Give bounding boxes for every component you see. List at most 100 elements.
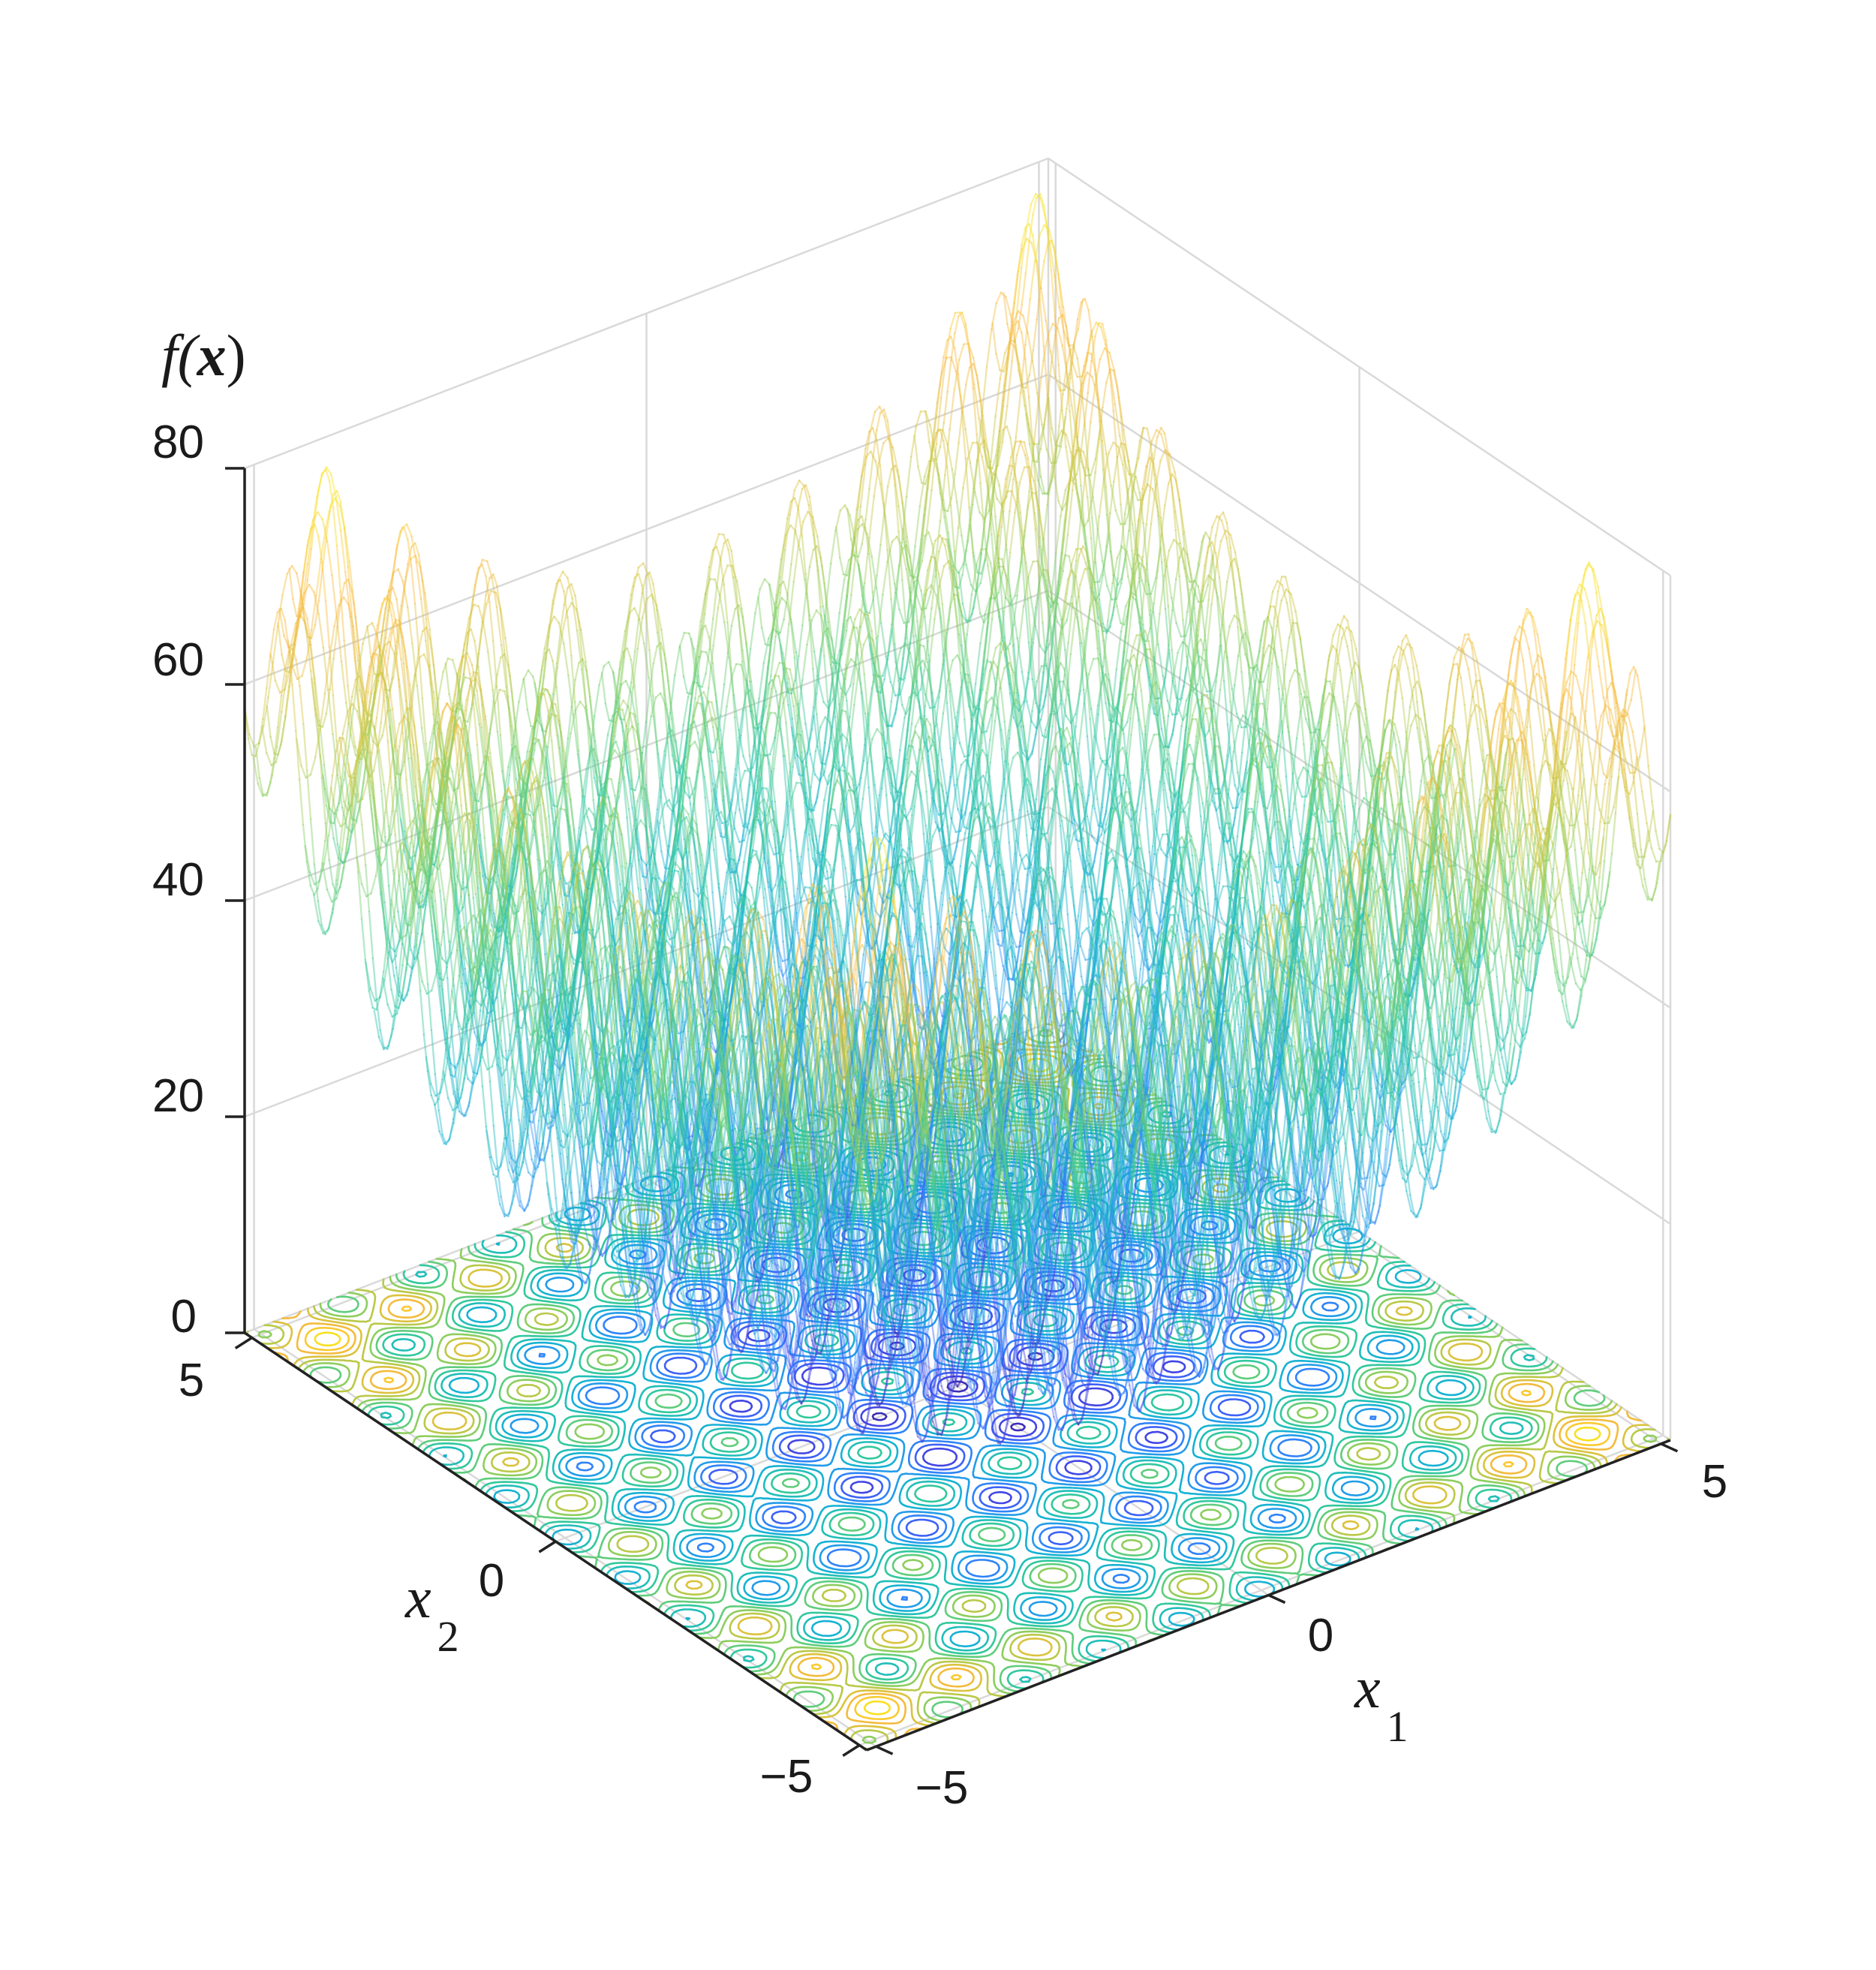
surface-mesh-line-x1 — [421, 980, 428, 995]
surface-mesh-line-x1 — [1211, 515, 1219, 528]
surface-mesh-line-x1 — [693, 648, 699, 677]
surface-mesh-line-x1 — [888, 549, 896, 585]
surface-mesh-line-x1 — [480, 856, 487, 878]
surface-mesh-line-x1 — [390, 738, 397, 783]
contour-level-line — [510, 1156, 1405, 1617]
surface-mesh-line-x1 — [399, 817, 407, 847]
surface-mesh-line-x1 — [482, 1056, 489, 1071]
surface-mesh-line-x1 — [376, 633, 383, 662]
surface-mesh-line-x1 — [730, 774, 738, 806]
surface-mesh-line-x1 — [310, 669, 317, 717]
surface-mesh-line-x1 — [816, 649, 822, 695]
surface-mesh-line-x1 — [532, 675, 539, 699]
surface-mesh-line-x1 — [858, 568, 865, 606]
surface-mesh-line-x1 — [290, 565, 298, 574]
surface-mesh-line-x1 — [958, 343, 965, 361]
surface-mesh-line-x1 — [333, 802, 341, 815]
surface-mesh-line-x1 — [1108, 441, 1114, 455]
surface-mesh-line-x1 — [338, 778, 345, 805]
surface-mesh-line-x1 — [793, 480, 801, 492]
surface-mesh-line-x1 — [300, 594, 308, 630]
surface-mesh-line-x1 — [612, 672, 619, 699]
surface-mesh-line-x1 — [882, 561, 888, 596]
surface-mesh-line-x1 — [650, 831, 657, 857]
surface-mesh-line-x1 — [759, 578, 766, 591]
surface-mesh-line-x1 — [886, 628, 894, 660]
surface-mesh-line-x1 — [281, 573, 288, 597]
surface-mesh-line-x1 — [347, 708, 355, 747]
surface-mesh-line-x1 — [910, 426, 917, 458]
surface-mesh-line-x1 — [768, 583, 775, 605]
surface-mesh-line-x1 — [508, 735, 516, 776]
surface-mesh-line-x1 — [494, 847, 501, 874]
surface-mesh-line-x1 — [896, 541, 903, 590]
contour-level-line — [538, 1172, 1377, 1601]
surface-mesh-line-x1 — [723, 915, 731, 922]
surface-mesh-line-x1 — [773, 603, 780, 635]
surface-mesh-line-x1 — [792, 545, 800, 583]
surface-mesh-line-x1 — [1012, 751, 1019, 759]
grid-line-floor-x2 — [251, 1027, 1057, 1339]
surface-mesh-line-x1 — [257, 725, 265, 744]
surface-mesh-line-x1 — [973, 491, 981, 513]
surface-mesh-line-x1 — [1099, 347, 1106, 360]
contour-level-line — [314, 1057, 1601, 1716]
surface-mesh-line-x1 — [1009, 511, 1016, 554]
surface-mesh-line-x1 — [579, 796, 586, 836]
surface-mesh-line-x1 — [924, 591, 932, 609]
surface-mesh-line-x1 — [720, 705, 728, 745]
surface-mesh-line-x1 — [726, 678, 732, 708]
surface-mesh-line-x1 — [818, 681, 825, 703]
surface-mesh — [243, 193, 1672, 1445]
surface-mesh-line-x1 — [669, 674, 676, 714]
surface-mesh-line-x1 — [1114, 510, 1122, 525]
surface-mesh-line-x1 — [588, 715, 596, 756]
surface-mesh-line-x1 — [891, 535, 898, 543]
surface-mesh-line-x1 — [370, 874, 377, 895]
contour-level-line — [729, 1268, 1186, 1505]
surface-mesh-line-x1 — [518, 678, 525, 703]
surface-mesh-line-x1 — [957, 486, 964, 529]
surface-mesh-line-x1 — [603, 660, 610, 667]
surface-mesh-line-x1 — [300, 764, 307, 779]
contour-level-line — [443, 1121, 1472, 1652]
surface-mesh-line-x1 — [716, 808, 723, 825]
surface-mesh-line-x1 — [981, 365, 988, 414]
surface-mesh-line-x1 — [504, 774, 510, 816]
surface-mesh-line-x1 — [314, 714, 321, 758]
surface-mesh-line-x1 — [810, 693, 818, 731]
surface-mesh-line-x1 — [248, 733, 255, 747]
surface-mesh-line-x1 — [1176, 725, 1183, 765]
surface-mesh-line-x1 — [418, 808, 425, 840]
surface-mesh-line-x1 — [1150, 429, 1158, 442]
surface-mesh-line-x1 — [994, 377, 1002, 417]
surface-mesh-line-x1 — [952, 654, 959, 662]
surface-mesh-line-x1 — [965, 564, 973, 586]
surface-mesh-line-x1 — [631, 807, 639, 841]
surface-mesh-line-x1 — [959, 832, 967, 868]
surface-mesh-line-x1 — [806, 728, 813, 754]
surface-mesh-line-x1 — [267, 661, 274, 699]
surface-mesh-line-x1 — [1078, 702, 1085, 745]
surface-mesh-line-x1 — [1096, 528, 1104, 562]
surface-mesh-line-x1 — [487, 651, 494, 691]
surface-mesh-line-x1 — [1148, 733, 1156, 751]
surface-mesh-line-x1 — [871, 728, 878, 740]
surface-mesh-line-x1 — [588, 807, 595, 816]
surface-mesh-line-x1 — [428, 732, 435, 774]
surface-mesh-line-x1 — [1060, 489, 1067, 517]
surface-mesh-line-x1 — [397, 568, 404, 582]
surface-mesh-line-x1 — [796, 754, 804, 763]
surface-mesh-line-x1 — [782, 668, 789, 706]
surface-mesh-line-x1 — [584, 753, 591, 798]
surface-mesh-line-x1 — [551, 807, 558, 846]
surface-mesh-line-x1 — [1087, 657, 1095, 675]
surface-mesh-line-x1 — [617, 696, 624, 732]
surface-mesh-line-x1 — [260, 725, 268, 754]
surface-mesh-line-x1 — [475, 824, 483, 859]
surface-mesh-line-x1 — [386, 1003, 393, 1018]
surface-mesh-line-x1 — [1096, 853, 1102, 895]
surface-mesh-line-x1 — [272, 625, 279, 663]
surface-mesh-line-x1 — [900, 495, 908, 544]
surface-mesh-line-x1 — [431, 972, 437, 992]
